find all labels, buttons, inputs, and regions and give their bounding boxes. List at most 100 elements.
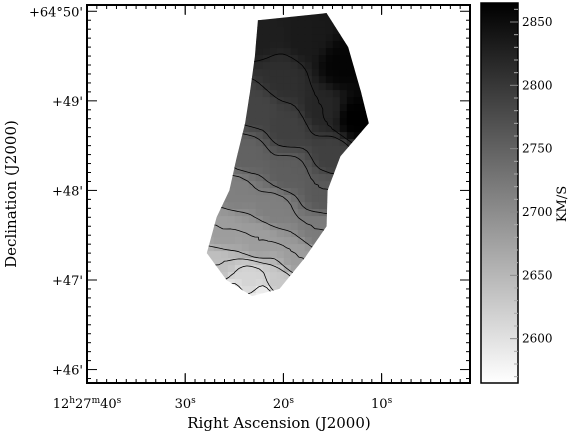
velocity-pixel [375,167,382,174]
velocity-pixel [206,216,208,224]
velocity-pixel [227,195,236,203]
velocity-pixel [262,27,271,35]
velocity-pixel [353,202,362,210]
velocity-pixel [248,125,257,133]
velocity-pixel [375,293,382,300]
velocity-pixel [367,230,369,238]
velocity-pixel [346,20,355,28]
velocity-pixel [234,27,243,35]
velocity-pixel [283,97,292,105]
velocity-pixel [227,90,236,98]
velocity-pixel [353,62,362,70]
velocity-pixel [375,55,382,62]
velocity-pixel [304,174,313,182]
velocity-pixel [269,272,278,280]
velocity-pixel [311,139,320,147]
velocity-pixel [269,251,278,259]
velocity-pixel [206,90,215,98]
velocity-pixel [325,272,334,280]
velocity-pixel [332,286,341,294]
velocity-pixel [332,13,341,21]
velocity-pixel [325,62,334,70]
velocity-pixel [283,216,292,224]
colorbar-ticks: 2600 2650 2700 2750 2800 2850 [510,8,553,378]
velocity-pixel [325,125,334,133]
velocity-pixel [332,48,341,56]
velocity-pixel [304,279,313,287]
velocity-pixel [346,118,355,126]
velocity-pixel [248,34,257,42]
velocity-pixel [297,258,306,266]
velocity-pixel [346,13,355,14]
velocity-pixel [318,293,327,297]
velocity-pixel [213,76,222,84]
velocity-pixel [353,237,362,245]
velocity-pixel [262,146,271,154]
velocity-pixel [332,55,341,63]
velocity-pixel [367,90,369,98]
velocity-pixel [375,244,382,251]
velocity-pixel [276,174,285,182]
velocity-pixel [325,132,334,140]
velocity-pixel [297,286,306,294]
velocity-pixel [290,237,299,245]
velocity-pixel [290,27,299,35]
velocity-pixel [241,195,250,203]
velocity-pixel [220,62,229,70]
velocity-pixel [332,41,341,49]
velocity-pixel [269,139,278,147]
velocity-pixel [227,167,236,175]
velocity-pixel [353,118,362,126]
velocity-pixel [276,139,285,147]
velocity-pixel [325,97,334,105]
velocity-pixel [241,258,250,266]
velocity-pixel [332,139,341,147]
velocity-pixel [367,41,369,49]
velocity-pixel [206,258,215,266]
velocity-pixel [206,132,215,140]
velocity-pixel [318,13,327,21]
velocity-pixel [241,265,250,273]
velocity-pixel [325,195,334,203]
velocity-pixel [206,209,215,217]
velocity-pixel [332,62,341,70]
velocity-pixel [220,34,229,42]
velocity-pixel [367,153,369,161]
velocity-pixel [346,153,355,161]
velocity-pixel [332,174,341,182]
velocity-pixel [290,83,299,91]
velocity-pixel [347,300,354,307]
velocity-pixel [325,13,334,21]
velocity-pixel [206,97,208,105]
velocity-pixel [242,300,249,307]
velocity-pixel [277,300,284,307]
velocity-pixel [339,125,348,133]
velocity-pixel [283,27,292,35]
velocity-pixel [304,223,313,231]
velocity-pixel [234,104,243,112]
velocity-pixel [220,244,229,252]
velocity-pixel [297,146,306,154]
velocity-pixel [375,153,382,160]
velocity-pixel [234,97,243,105]
velocity-pixel [304,104,313,112]
velocity-pixel [339,118,348,126]
velocity-pixel [325,160,334,168]
velocity-pixel [304,244,313,252]
velocity-pixel [283,286,292,294]
velocity-pixel [318,174,327,182]
velocity-pixel [360,174,369,182]
velocity-pixel [234,237,243,245]
velocity-pixel [220,20,229,28]
velocity-pixel [283,34,292,42]
velocity-pixel [325,181,334,189]
velocity-pixel [367,83,369,91]
velocity-pixel [375,97,382,104]
velocity-pixel [234,251,243,259]
velocity-pixel [325,41,334,49]
velocity-pixel [248,251,257,259]
velocity-pixel [360,146,369,154]
velocity-pixel [332,279,341,287]
velocity-pixel [276,202,285,210]
velocity-pixel [269,202,278,210]
